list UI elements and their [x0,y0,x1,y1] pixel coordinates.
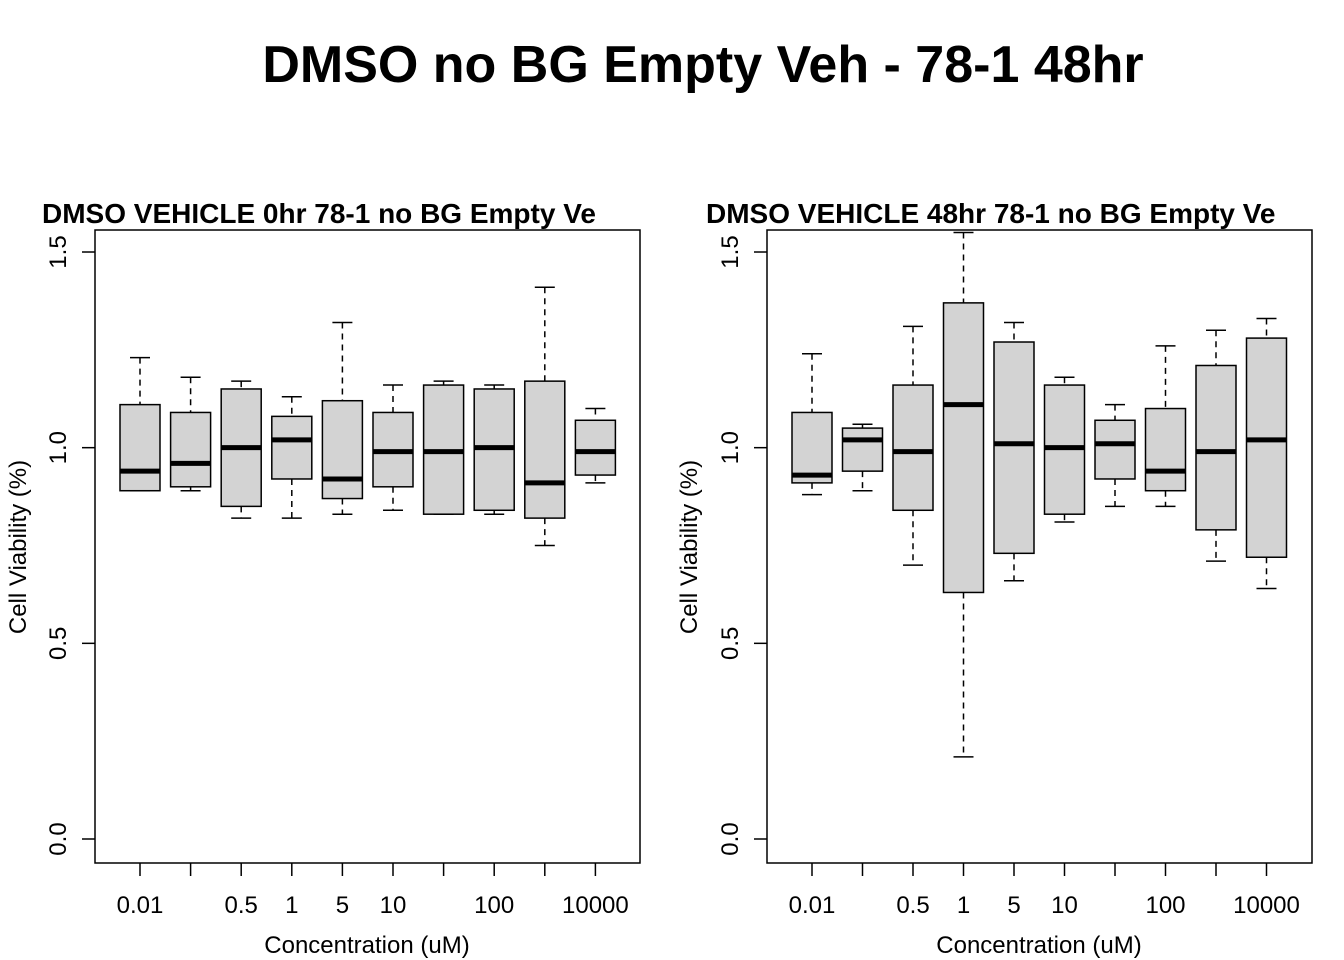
box-6 [422,380,465,515]
box-5 [1043,376,1086,523]
iqr-box [1195,364,1237,531]
left-panel: DMSO VEHICLE 0hr 78-1 no BG Empty Ve 0.0… [5,198,641,959]
x-tick-label: 0.01 [789,892,836,919]
plot-frame [766,229,1313,864]
x-tick-label: 10000 [1233,892,1300,919]
box-2 [892,325,934,566]
x-tick-label: 1 [285,892,298,919]
y-tick-label: 1.0 [45,431,72,464]
iqr-box [791,411,833,484]
box-0 [119,356,161,492]
y-tick-label: 1.5 [717,235,744,268]
iqr-box [892,384,934,512]
right-panel-title: DMSO VEHICLE 48hr 78-1 no BG Empty Ve [706,198,1275,229]
x-tick-label: 10000 [562,892,629,919]
left-panel-title: DMSO VEHICLE 0hr 78-1 no BG Empty Ve [42,198,596,229]
x-tick-label: 1 [957,892,970,919]
right-x-axis-label: Concentration (uM) [936,932,1141,959]
iqr-box [169,411,212,488]
right-plot: 0.0 0.5 1.0 1.5 0.01 0.5 1 5 10 100 10000 [717,229,1313,919]
iqr-box [119,403,161,492]
box-2 [220,380,262,519]
box-8 [524,286,566,547]
box-8 [1195,329,1237,562]
box-3 [271,396,313,519]
x-tick-label: 5 [1007,892,1020,919]
box-9 [574,407,617,484]
box-9 [1245,317,1288,590]
box-7 [1144,345,1187,508]
iqr-box [942,302,985,594]
iqr-box [1245,337,1288,558]
x-tick-label: 100 [1145,892,1185,919]
y-tick-label: 0.5 [717,627,744,660]
x-tick-label: 10 [380,892,407,919]
y-tick-label: 1.5 [45,235,72,268]
box-7 [473,384,515,515]
box-6 [1094,403,1136,508]
x-tick-label: 100 [474,892,514,919]
right-y-axis-label: Cell Viability (%) [676,460,703,634]
y-tick-label: 0.0 [45,822,72,855]
figure-title: DMSO no BG Empty Veh - 78-1 48hr [262,36,1143,94]
iqr-box [1094,419,1136,480]
box-3 [942,231,985,758]
box-5 [372,384,414,512]
iqr-box [271,415,313,480]
box-1 [169,376,212,492]
plot-frame [94,229,641,864]
y-tick-label: 0.0 [717,822,744,855]
box-1 [841,423,884,492]
x-tick-label: 0.5 [225,892,258,919]
left-y-axis-label: Cell Viability (%) [5,460,32,634]
iqr-box [993,341,1035,555]
iqr-box [1144,407,1187,492]
x-tick-label: 5 [336,892,349,919]
left-x-axis-label: Concentration (uM) [264,932,469,959]
box-0 [791,353,833,496]
iqr-box [321,399,364,500]
box-4 [993,321,1035,582]
x-tick-label: 0.01 [117,892,164,919]
iqr-box [574,419,617,476]
right-panel: DMSO VEHICLE 48hr 78-1 no BG Empty Ve 0.… [676,198,1313,959]
y-tick-label: 0.5 [45,627,72,660]
iqr-box [524,380,566,519]
box-4 [321,321,364,515]
iqr-box [841,427,884,472]
y-tick-label: 1.0 [717,431,744,464]
x-tick-label: 0.5 [896,892,929,919]
x-tick-label: 10 [1051,892,1078,919]
left-plot: 0.0 0.5 1.0 1.5 0.01 0.5 1 5 10 100 10000 [45,229,641,919]
